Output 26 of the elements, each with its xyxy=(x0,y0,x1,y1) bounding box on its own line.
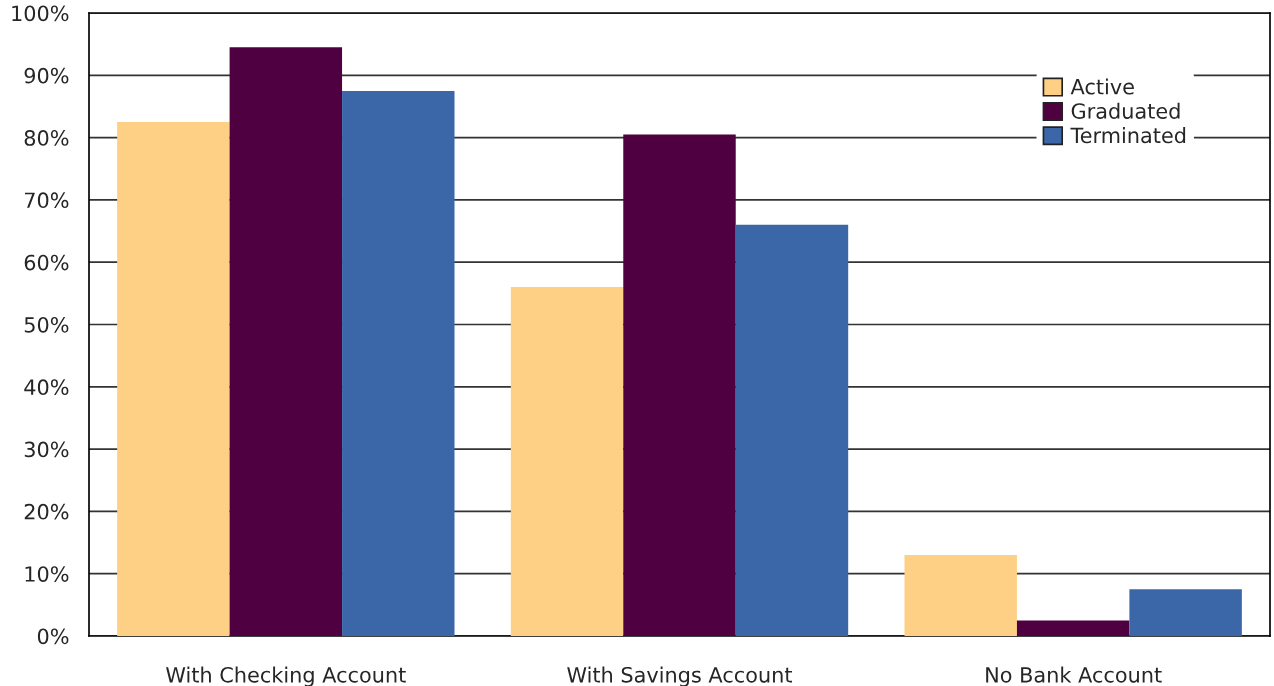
bar xyxy=(1016,620,1130,636)
bar xyxy=(342,90,455,636)
bar xyxy=(1129,589,1242,636)
bar xyxy=(229,47,343,636)
x-tick-label: With Savings Account xyxy=(567,666,793,686)
bar xyxy=(904,555,1017,636)
legend-label: Graduated xyxy=(1071,102,1180,119)
y-tick-label: 90% xyxy=(24,67,69,84)
y-tick-label: 50% xyxy=(24,316,69,333)
y-tick-label: 100% xyxy=(12,5,69,22)
y-tick-label: 10% xyxy=(25,566,69,582)
bar xyxy=(117,122,230,636)
legend-label: Terminated xyxy=(1070,127,1186,144)
y-tick-label: 60% xyxy=(24,254,69,271)
legend-label: Active xyxy=(1070,78,1134,95)
y-tick-label: 0% xyxy=(37,628,69,645)
y-tick-label: 20% xyxy=(24,503,69,520)
bar xyxy=(623,134,736,636)
bar xyxy=(510,287,624,636)
bar xyxy=(735,224,849,636)
y-tick-label: 70% xyxy=(24,192,69,209)
x-tick-label: No Bank Account xyxy=(986,666,1162,683)
x-tick-label: With Checking Account xyxy=(166,666,406,686)
y-tick-label: 40% xyxy=(24,379,69,396)
y-tick-label: 30% xyxy=(24,441,69,458)
y-tick-label: 80% xyxy=(24,130,69,146)
